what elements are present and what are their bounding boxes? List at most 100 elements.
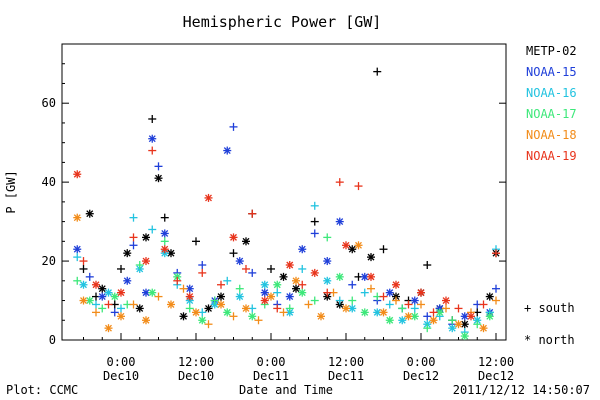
data-point (454, 304, 463, 313)
data-point (467, 312, 475, 321)
data-point (198, 268, 207, 277)
data-point (217, 280, 225, 289)
data-point (98, 304, 107, 313)
data-point (204, 320, 213, 329)
data-point (217, 292, 225, 301)
marker-legend-entry: * north (524, 333, 575, 347)
x-tick-time-label: 12:00 (478, 355, 514, 369)
data-point (367, 284, 375, 293)
data-point (104, 300, 113, 309)
data-point (173, 276, 182, 285)
data-point (410, 304, 419, 313)
data-point (398, 316, 407, 325)
data-point (92, 308, 100, 317)
data-point (73, 213, 82, 222)
data-point (354, 182, 363, 191)
data-point (229, 312, 238, 321)
legend-entry: NOAA-18 (526, 128, 577, 142)
data-point (154, 292, 163, 301)
legend-entry: METP-02 (526, 44, 577, 58)
data-point (123, 249, 132, 258)
data-point (473, 320, 482, 329)
data-point (254, 316, 263, 325)
data-point (160, 237, 169, 246)
data-point (142, 316, 150, 325)
chart-title: Hemispheric Power [GW] (183, 13, 382, 31)
data-points (73, 67, 500, 341)
data-point (248, 268, 257, 277)
data-point (323, 257, 332, 266)
data-point (98, 284, 107, 293)
data-point (129, 241, 138, 250)
data-point (135, 304, 144, 313)
data-point (292, 276, 300, 285)
data-point (310, 201, 319, 210)
data-point (154, 174, 163, 183)
x-tick-time-label: 12:00 (328, 355, 364, 369)
data-point (404, 312, 413, 321)
data-point (398, 304, 407, 313)
data-point (260, 288, 269, 297)
data-point (73, 276, 82, 285)
plot-credit: Plot: CCMC (6, 383, 78, 397)
data-point (79, 264, 88, 273)
x-tick-time-label: 0:00 (407, 355, 436, 369)
plot-area-frame (61, 43, 507, 341)
data-point (229, 233, 238, 242)
data-point (179, 284, 188, 293)
data-point (492, 284, 500, 293)
data-point (129, 213, 138, 222)
legend-entry: NOAA-19 (526, 149, 577, 163)
data-point (479, 324, 488, 333)
data-point (417, 288, 425, 297)
data-point (298, 245, 307, 254)
data-point (373, 67, 382, 76)
data-point (210, 296, 219, 305)
data-point (404, 300, 413, 309)
legend-entry: NOAA-16 (526, 86, 577, 100)
data-point (267, 292, 275, 301)
data-point (423, 261, 432, 270)
data-point (267, 264, 275, 273)
data-point (367, 272, 375, 281)
data-point (229, 122, 238, 131)
data-point (248, 209, 257, 218)
data-point (117, 312, 125, 321)
data-point (273, 304, 282, 313)
data-point (392, 280, 400, 289)
data-point (223, 276, 232, 285)
data-point (379, 308, 388, 317)
data-point (117, 304, 125, 313)
legend: METP-02 NOAA-15 NOAA-16 NOAA-17 NOAA-18 NOAA-… (526, 44, 577, 163)
data-point (142, 233, 150, 242)
y-tick-label: 20 (42, 254, 56, 268)
data-point (310, 268, 319, 277)
data-point (323, 276, 332, 285)
data-point (79, 296, 88, 305)
marker-legend: + south * north (524, 301, 575, 347)
legend-entry: NOAA-15 (526, 65, 577, 79)
y-tick-label: 0 (49, 333, 56, 347)
plot-timestamp: 2011/12/12 14:50:07 (453, 383, 590, 397)
data-point (342, 241, 350, 250)
y-tick-label: 40 (42, 175, 56, 189)
data-point (417, 300, 425, 309)
data-point (410, 296, 419, 305)
data-point (73, 170, 82, 179)
data-point (385, 300, 394, 309)
data-point (235, 292, 244, 301)
data-point (167, 249, 175, 258)
data-point (117, 288, 125, 297)
data-point (223, 308, 232, 317)
y-tick-label: 60 (42, 96, 56, 110)
x-tick-date-label: Dec11 (253, 369, 289, 383)
data-point (485, 292, 494, 301)
data-point (129, 233, 138, 242)
data-point (85, 209, 94, 218)
data-point (423, 312, 432, 321)
data-point (160, 213, 169, 222)
data-point (348, 296, 357, 305)
marker-legend-entry: + south (524, 301, 575, 315)
data-point (485, 312, 494, 321)
